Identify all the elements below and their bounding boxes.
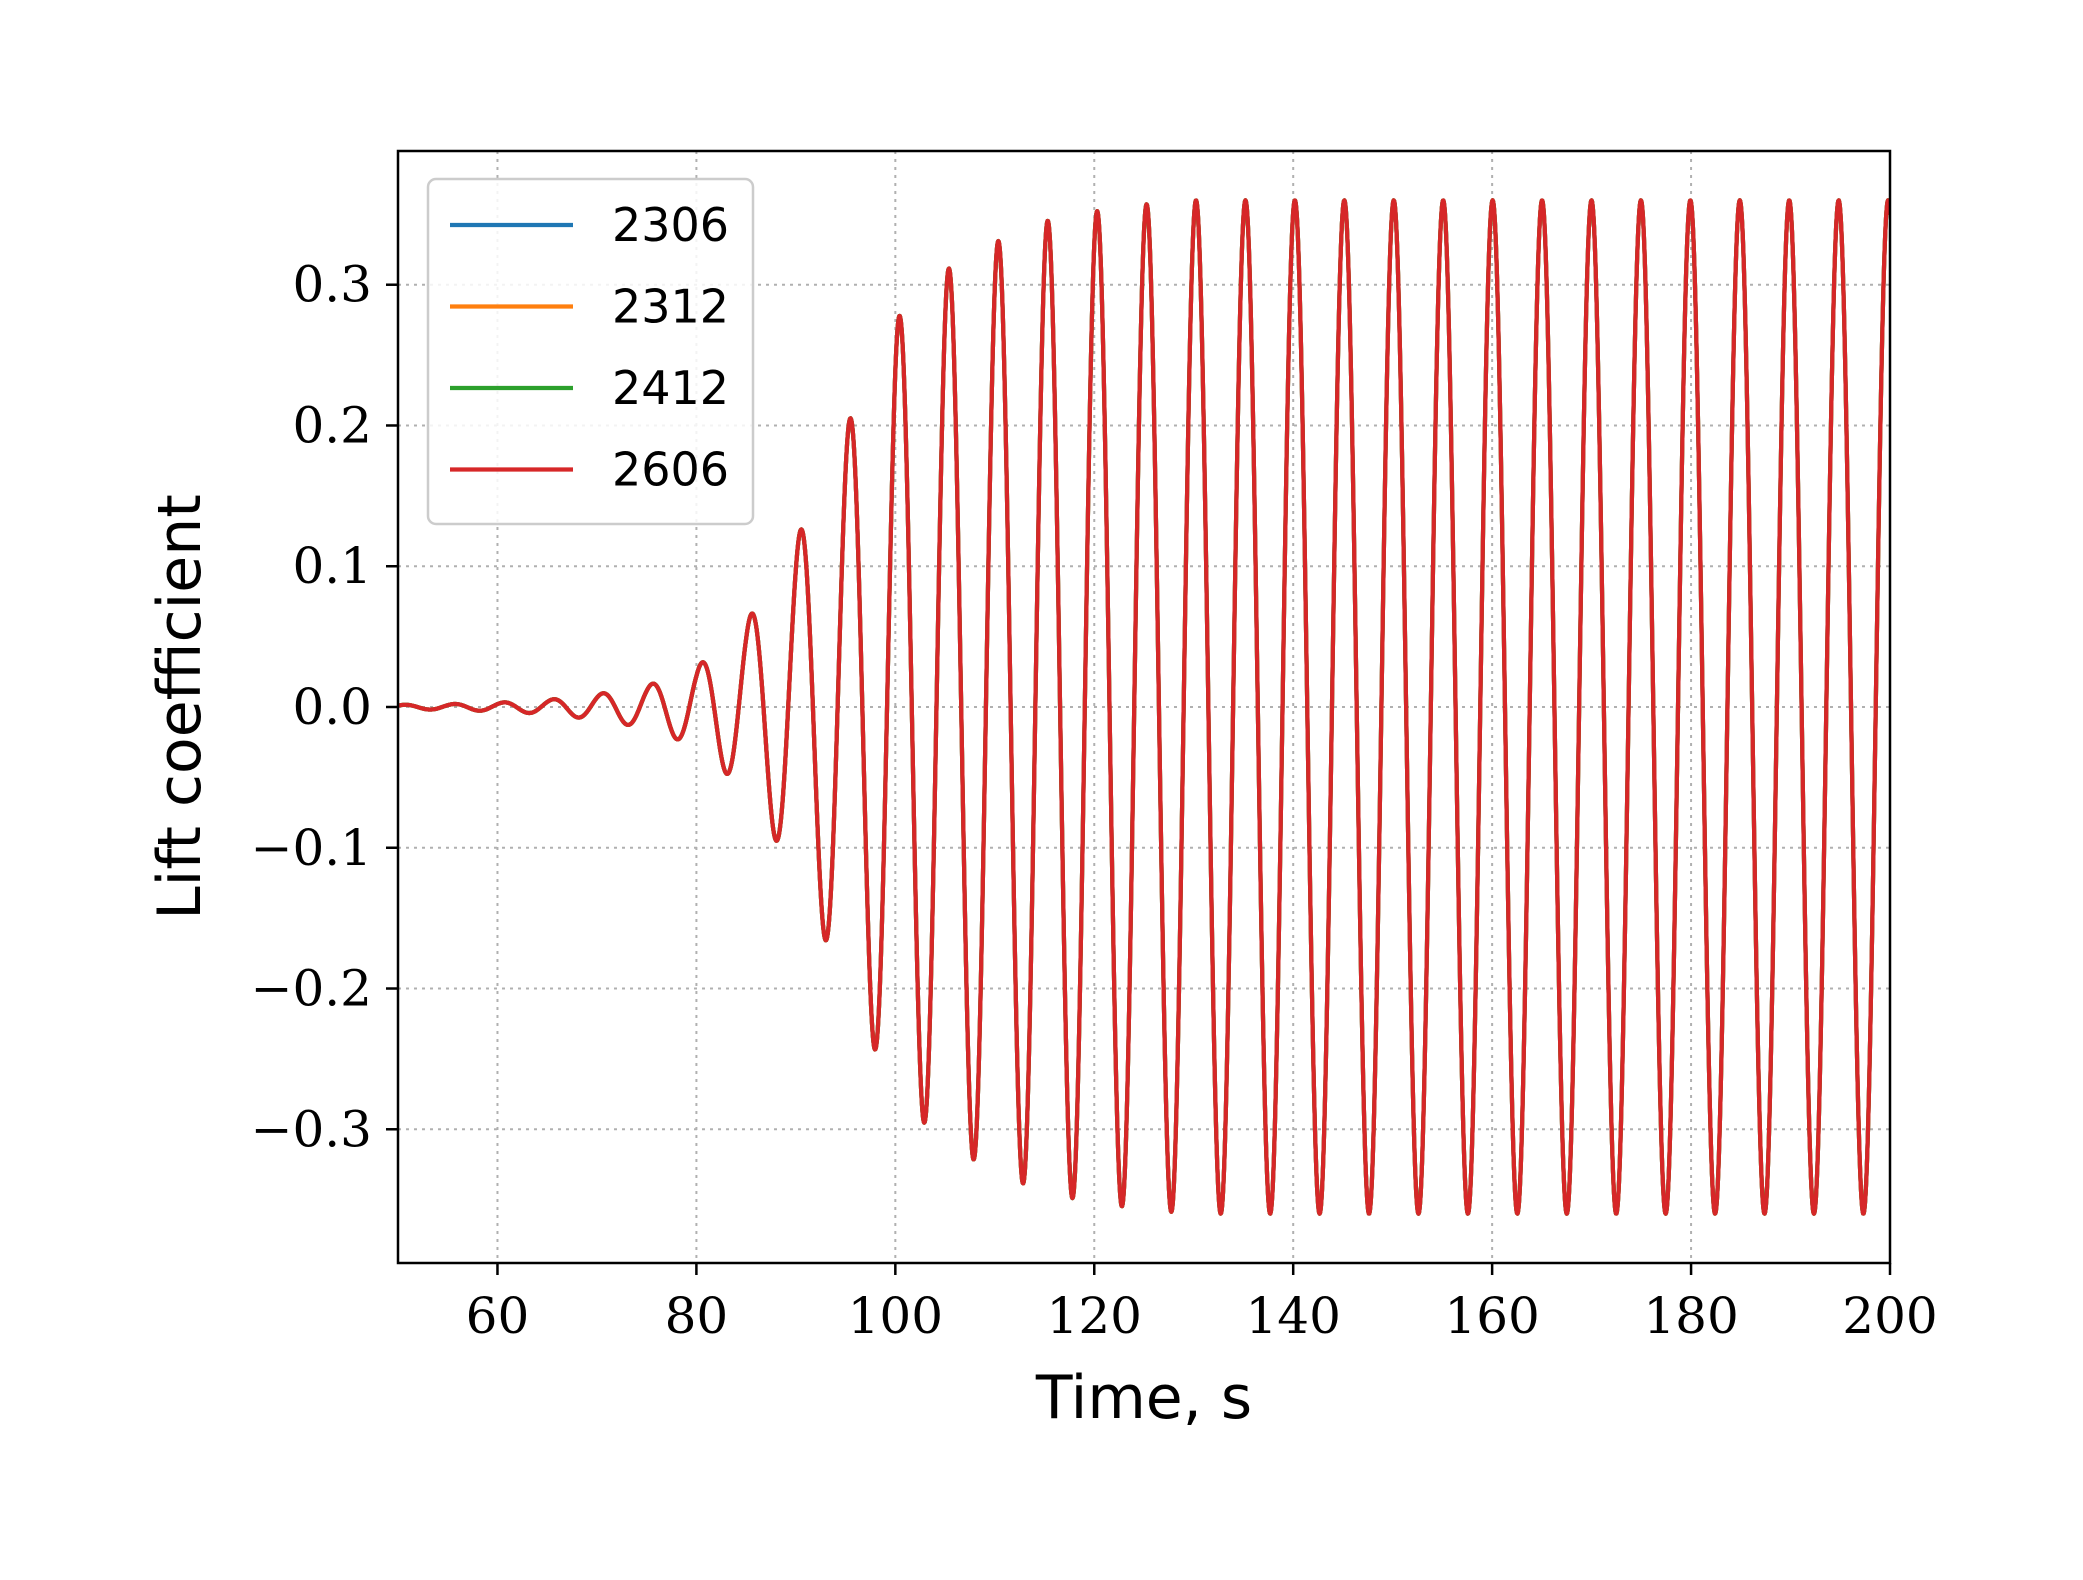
legend-label-2312: 2312 — [612, 280, 729, 334]
y-tick-label-6: 0.3 — [292, 256, 372, 314]
x-tick-label-7: 200 — [1842, 1287, 1937, 1345]
y-tick-label-3: 0.0 — [292, 678, 372, 736]
y-axis-label: Lift coefficient — [145, 494, 215, 920]
ticks: 60 80 100 120 140 160 180 200 −0.3 −0.2 −0.1 0.0 0.1… — [251, 256, 1938, 1345]
legend-box — [426, 177, 755, 526]
x-tick-label-1: 80 — [665, 1287, 729, 1345]
x-axis-label: Time, s — [1035, 1363, 1252, 1433]
x-tick-label-3: 120 — [1047, 1287, 1142, 1345]
y-tick-label-4: 0.1 — [292, 537, 372, 595]
series-line-2606 — [398, 198, 1890, 1216]
legend: 2306 2312 2412 2606 — [426, 177, 755, 526]
x-tick-label-5: 160 — [1444, 1287, 1539, 1345]
y-tick-label-0: −0.3 — [251, 1100, 372, 1158]
series-layer — [398, 198, 1890, 1216]
y-tick-label-2: −0.1 — [251, 819, 372, 877]
legend-label-2306: 2306 — [612, 198, 729, 252]
y-tick-label-5: 0.2 — [292, 396, 372, 454]
legend-label-2412: 2412 — [612, 361, 729, 415]
legend-label-2606: 2606 — [612, 443, 729, 497]
x-tick-label-0: 60 — [466, 1287, 530, 1345]
x-tick-label-2: 100 — [848, 1287, 943, 1345]
x-tick-label-6: 180 — [1643, 1287, 1738, 1345]
y-tick-label-1: −0.2 — [251, 960, 372, 1018]
x-tick-label-4: 140 — [1245, 1287, 1340, 1345]
